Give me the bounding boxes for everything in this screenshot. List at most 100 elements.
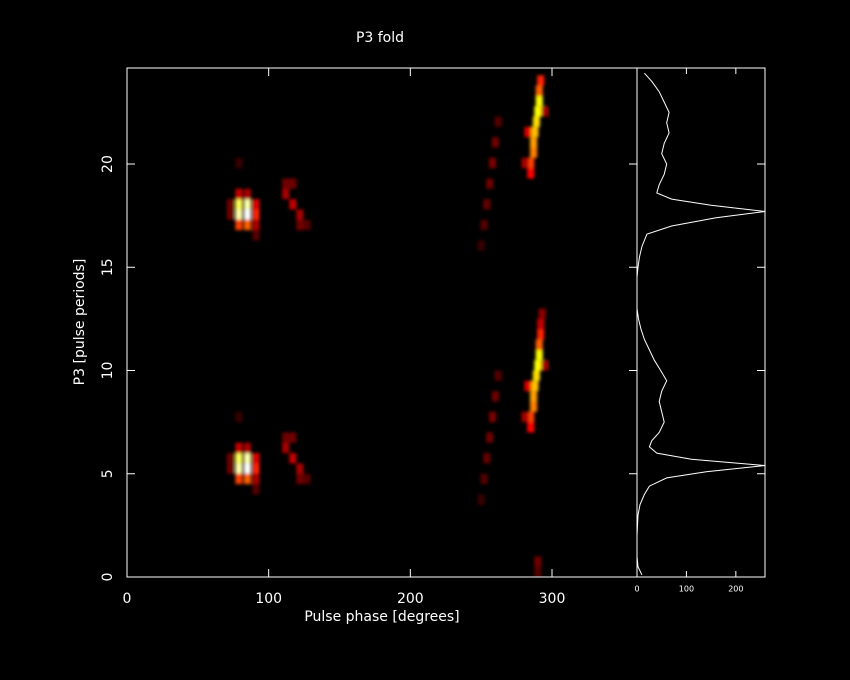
- heat-cell: [486, 178, 494, 189]
- heat-cell: [296, 209, 304, 220]
- heat-cell: [530, 137, 538, 148]
- heat-cell: [480, 219, 488, 231]
- heat-cell: [480, 473, 488, 485]
- heat-cell: [494, 116, 502, 127]
- heat-cell: [243, 453, 251, 464]
- heat-cell: [252, 209, 260, 220]
- heat-cell: [226, 209, 234, 220]
- heat-cell: [527, 422, 535, 433]
- heat-cell: [303, 473, 311, 485]
- heat-cell: [488, 411, 497, 423]
- heat-cell: [235, 219, 243, 231]
- heat-cell: [521, 411, 529, 423]
- x-tick-label: 100: [679, 585, 694, 594]
- heat-cell: [535, 349, 543, 361]
- heat-cell: [535, 339, 543, 350]
- x-tick-label: 200: [397, 591, 424, 607]
- heat-cell: [235, 463, 243, 474]
- heat-cell: [282, 442, 290, 454]
- heat-cell: [243, 463, 251, 474]
- heat-cell: [235, 209, 243, 220]
- heat-cell: [537, 318, 545, 330]
- heat-cell: [524, 126, 532, 138]
- heat-cell: [289, 432, 297, 443]
- heat-cell: [235, 411, 243, 423]
- heat-cell: [491, 137, 499, 148]
- heat-cell: [532, 116, 540, 127]
- heat-cell: [488, 157, 497, 169]
- heat-cell: [527, 168, 535, 179]
- x-axis-label: Pulse phase [degrees]: [304, 609, 459, 625]
- heat-cell: [282, 432, 290, 443]
- heat-cell: [541, 106, 549, 117]
- heat-cell: [483, 199, 491, 210]
- heat-cell: [243, 199, 251, 210]
- heat-cell: [235, 442, 243, 454]
- y-axis-label: P3 [pulse periods]: [72, 259, 88, 386]
- x-tick-label: 0: [123, 591, 132, 607]
- heat-cell: [296, 219, 304, 231]
- heat-cell: [243, 473, 251, 485]
- heat-cell: [477, 240, 485, 251]
- heat-cell: [235, 473, 243, 485]
- heat-cell: [534, 556, 542, 567]
- heat-cell: [521, 157, 529, 169]
- heat-cell: [486, 432, 494, 443]
- heat-cell: [531, 126, 539, 138]
- heat-cell: [252, 199, 260, 210]
- heat-cell: [524, 380, 532, 392]
- heat-cell: [289, 178, 297, 189]
- heat-cell: [282, 178, 290, 189]
- heat-cell: [532, 370, 540, 381]
- heat-cell: [531, 380, 539, 392]
- heat-cell: [289, 453, 297, 464]
- heat-cell: [534, 566, 542, 577]
- heat-cell: [535, 95, 543, 107]
- heat-cell: [243, 188, 251, 200]
- heat-cell: [252, 473, 260, 485]
- heat-cell: [491, 391, 499, 402]
- heat-cell: [537, 329, 545, 340]
- heat-cell: [537, 75, 545, 86]
- y-tick-label: 0: [100, 573, 116, 582]
- x-tick-label: 100: [255, 591, 282, 607]
- x-tick-label: 200: [728, 585, 743, 594]
- heat-cell: [530, 391, 538, 402]
- heat-cell: [252, 453, 260, 464]
- heat-cell: [289, 199, 297, 210]
- heat-cell: [252, 484, 260, 495]
- heat-cell: [534, 360, 542, 371]
- heat-cell: [483, 453, 491, 464]
- heat-cell: [226, 453, 234, 464]
- heat-cell: [541, 360, 549, 371]
- heat-cell: [534, 106, 542, 117]
- heat-cell: [527, 157, 535, 169]
- heatmap: [226, 75, 549, 577]
- heat-cell: [282, 188, 290, 200]
- heat-cell: [530, 147, 538, 158]
- heat-cell: [530, 401, 538, 412]
- heat-cell: [243, 219, 251, 231]
- y-tick-label: 10: [100, 362, 116, 380]
- y-tick-label: 15: [100, 258, 116, 276]
- heat-cell: [296, 473, 304, 485]
- heat-cell: [494, 370, 502, 381]
- heat-cell: [296, 463, 304, 474]
- heat-cell: [243, 442, 251, 454]
- heat-cell: [527, 411, 535, 423]
- heat-cell: [303, 219, 311, 231]
- heat-cell: [477, 494, 485, 505]
- heat-cell: [235, 453, 243, 464]
- x-tick-label: 0: [634, 585, 639, 594]
- heat-cell: [252, 230, 260, 241]
- x-tick-label: 300: [539, 591, 566, 607]
- y-tick-label: 20: [100, 155, 116, 173]
- heat-cell: [226, 463, 234, 474]
- heat-cell: [538, 308, 546, 319]
- y-tick-label: 5: [100, 469, 116, 478]
- heat-cell: [226, 199, 234, 210]
- heat-cell: [235, 199, 243, 210]
